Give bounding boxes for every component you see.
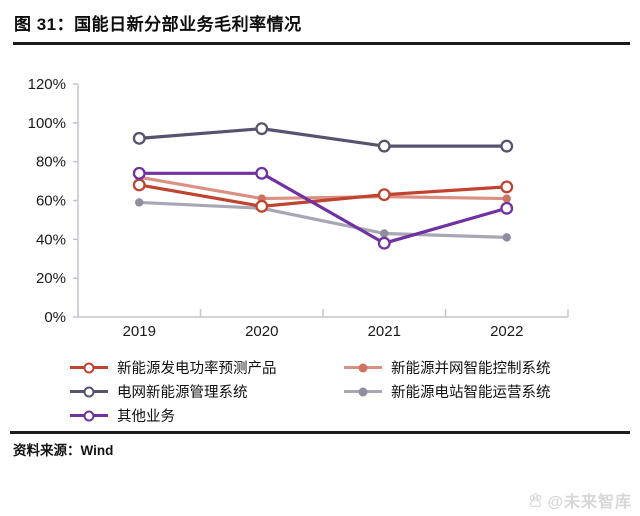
- legend-item-station-operation: 新能源电站智能运营系统: [344, 383, 615, 401]
- legend-item-grid-control: 新能源并网智能控制系统: [344, 359, 615, 377]
- watermark: @未来智库: [527, 488, 632, 512]
- legend-label: 其他业务: [117, 409, 175, 425]
- legend-label: 新能源发电功率预测产品: [117, 361, 277, 377]
- series-line-1: [138, 175, 507, 201]
- figure-title: 图 31：国能日新分部业务毛利率情况: [14, 15, 302, 34]
- x-tick-label: 2021: [368, 323, 401, 340]
- bottom-divider: [10, 431, 630, 434]
- data-point: [135, 198, 144, 207]
- gross-margin-line-chart: 0% 20% 40% 60% 80% 100% 120% 2019 2020 2021 2022: [28, 76, 569, 340]
- data-point: [132, 166, 146, 180]
- legend-item-grid-management: 电网新能源管理系统: [70, 383, 344, 401]
- watermark-text: @未来智库: [547, 494, 632, 511]
- y-tick-label: 100%: [28, 115, 66, 132]
- line-marker-icon: [344, 384, 382, 399]
- data-point: [380, 229, 389, 238]
- data-point: [255, 166, 269, 180]
- line-marker-icon: [70, 408, 108, 423]
- data-point: [255, 199, 269, 213]
- legend-label: 新能源电站智能运营系统: [391, 385, 551, 401]
- series-line-0: [138, 183, 507, 208]
- data-point: [377, 139, 391, 153]
- legend-item-power-forecast: 新能源发电功率预测产品: [70, 359, 344, 377]
- y-tick-label: 80%: [36, 154, 66, 171]
- data-point: [132, 131, 146, 145]
- line-marker-icon: [70, 360, 108, 375]
- x-tick-label: 2022: [490, 323, 523, 340]
- series-line-2: [139, 127, 507, 148]
- chart-legend: 新能源发电功率预测产品 新能源并网智能控制系统 电网新能源管理系统 新能源电站智…: [70, 359, 615, 425]
- y-tick-label: 60%: [36, 193, 66, 210]
- title-divider: [13, 42, 630, 45]
- x-tick-label: 2020: [245, 323, 278, 340]
- y-tick-label: 120%: [28, 76, 66, 93]
- x-tick-label: 2019: [123, 323, 156, 340]
- data-source: 资料来源：Wind: [13, 443, 114, 458]
- y-tick-label: 0%: [44, 309, 66, 326]
- series-line-3: [139, 200, 507, 239]
- data-point: [500, 139, 514, 153]
- y-tick-label: 40%: [36, 231, 66, 248]
- data-point: [132, 178, 146, 192]
- legend-label: 电网新能源管理系统: [117, 385, 248, 401]
- line-marker-icon: [344, 360, 382, 375]
- data-point: [502, 194, 511, 203]
- data-point: [502, 233, 511, 242]
- data-point: [377, 236, 391, 250]
- legend-label: 新能源并网智能控制系统: [391, 361, 551, 377]
- data-point: [377, 188, 391, 202]
- line-marker-icon: [70, 384, 108, 399]
- data-point: [500, 180, 514, 194]
- data-point: [500, 201, 514, 215]
- series-line-4: [139, 171, 508, 245]
- legend-item-other-business: 其他业务: [70, 407, 344, 425]
- baidu-paw-icon: [530, 492, 542, 507]
- data-point: [255, 122, 269, 136]
- y-tick-label: 20%: [36, 270, 66, 287]
